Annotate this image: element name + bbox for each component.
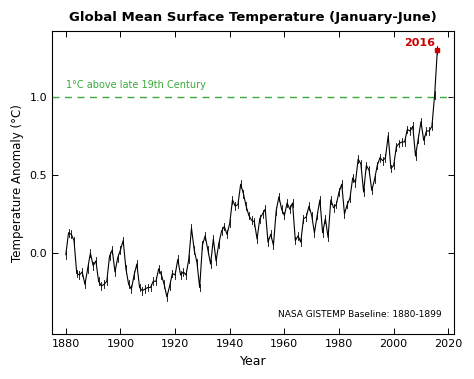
X-axis label: Year: Year (240, 355, 266, 368)
Title: Global Mean Surface Temperature (January-June): Global Mean Surface Temperature (January… (69, 11, 437, 24)
Text: NASA GISTEMP Baseline: 1880-1899: NASA GISTEMP Baseline: 1880-1899 (278, 310, 442, 319)
Text: 1°C above late 19th Century: 1°C above late 19th Century (66, 80, 206, 90)
Y-axis label: Temperature Anomaly (°C): Temperature Anomaly (°C) (11, 104, 24, 262)
Text: 2016: 2016 (404, 38, 435, 48)
